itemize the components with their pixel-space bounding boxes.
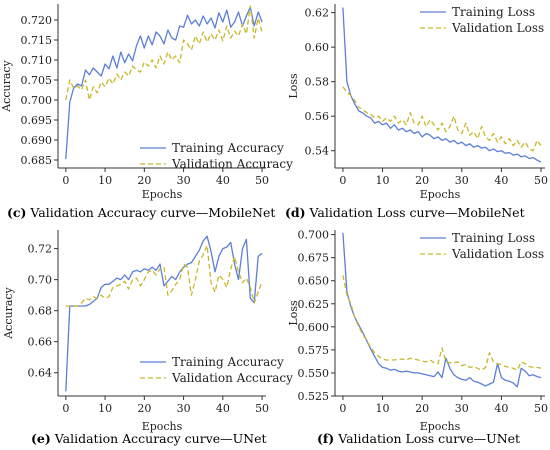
y-tick-label: 0.700 bbox=[21, 94, 53, 107]
y-tick-label: 0.56 bbox=[305, 110, 330, 123]
y-tick-label: 0.710 bbox=[21, 54, 53, 67]
x-tick-label: 20 bbox=[137, 174, 151, 187]
x-tick-label: 30 bbox=[455, 174, 469, 187]
caption-f-text: Validation Loss curve—UNet bbox=[334, 431, 520, 446]
training-series-line bbox=[65, 235, 263, 392]
legend-label: Validation Accuracy bbox=[171, 371, 293, 385]
caption-e-text: Validation Accuracy curve—UNet bbox=[51, 431, 267, 446]
x-tick-label: 0 bbox=[62, 174, 69, 187]
y-tick-label: 0.66 bbox=[28, 336, 53, 349]
y-tick-label: 0.715 bbox=[21, 34, 53, 47]
x-tick-label: 20 bbox=[415, 174, 429, 187]
training-series-line bbox=[342, 232, 542, 388]
y-tick-label: 0.72 bbox=[28, 243, 53, 256]
x-tick-label: 30 bbox=[177, 174, 191, 187]
x-tick-label: 0 bbox=[339, 174, 346, 187]
y-tick-label: 0.58 bbox=[305, 76, 330, 89]
y-tick-label: 0.690 bbox=[21, 134, 53, 147]
x-tick-label: 20 bbox=[137, 402, 151, 415]
x-tick-label: 50 bbox=[255, 174, 269, 187]
legend-label: Validation Loss bbox=[451, 247, 544, 261]
caption-c-tag: (c) bbox=[7, 205, 26, 220]
y-tick-label: 0.695 bbox=[21, 114, 53, 127]
caption-c: (c) Validation Accuracy curve—MobileNet bbox=[7, 205, 275, 220]
y-tick-label: 0.685 bbox=[21, 154, 53, 167]
x-axis-label: Epochs bbox=[420, 420, 461, 433]
legend-label: Training Accuracy bbox=[172, 141, 284, 155]
y-tick-label: 0.550 bbox=[298, 367, 330, 380]
x-tick-label: 50 bbox=[534, 402, 548, 415]
x-tick-label: 20 bbox=[415, 402, 429, 415]
x-tick-label: 30 bbox=[455, 402, 469, 415]
validation-series-line bbox=[65, 244, 263, 307]
legend-label: Training Loss bbox=[452, 5, 535, 19]
legend-label: Training Accuracy bbox=[172, 355, 284, 369]
validation-series-line bbox=[65, 5, 263, 101]
y-tick-label: 0.60 bbox=[305, 41, 330, 54]
y-axis-label: Accuracy bbox=[0, 59, 13, 112]
caption-d-tag: (d) bbox=[285, 205, 306, 220]
x-tick-label: 10 bbox=[98, 402, 112, 415]
x-tick-label: 40 bbox=[216, 402, 230, 415]
y-axis-label: Loss bbox=[287, 73, 300, 99]
caption-e: (e) Validation Accuracy curve—UNet bbox=[31, 431, 267, 446]
panel-f-unet-loss: 0.525 0.550 0.575 0.600 0.625 0.650 0.675 0.700… bbox=[287, 229, 548, 433]
panel-d-mobilenet-loss: 0.54 0.56 0.58 0.60 0.62 0 10 20 30 40 50 Epochs Los… bbox=[287, 4, 548, 201]
x-tick-label: 0 bbox=[339, 402, 346, 415]
caption-e-tag: (e) bbox=[31, 431, 51, 446]
x-tick-label: 50 bbox=[534, 174, 548, 187]
caption-f-tag: (f) bbox=[317, 431, 334, 446]
y-tick-label: 0.54 bbox=[305, 145, 330, 158]
caption-d: (d) Validation Loss curve—MobileNet bbox=[285, 205, 525, 220]
training-series-line bbox=[342, 7, 542, 163]
caption-d-text: Validation Loss curve—MobileNet bbox=[306, 205, 525, 220]
x-tick-label: 10 bbox=[376, 402, 390, 415]
panel-c-mobilenet-accuracy: 0.685 0.690 0.695 0.700 0.705 0.710 0.715 0.720… bbox=[0, 4, 293, 201]
x-tick-label: 40 bbox=[494, 402, 508, 415]
legend-label: Training Loss bbox=[452, 231, 535, 245]
x-tick-label: 30 bbox=[177, 402, 191, 415]
x-tick-label: 0 bbox=[62, 402, 69, 415]
legend-label: Validation Accuracy bbox=[171, 157, 293, 171]
y-tick-label: 0.70 bbox=[28, 274, 53, 287]
x-axis-label: Epochs bbox=[142, 420, 183, 433]
y-axis-label: Loss bbox=[287, 300, 300, 326]
y-tick-label: 0.68 bbox=[28, 305, 53, 318]
y-tick-label: 0.62 bbox=[305, 7, 330, 20]
validation-series-line bbox=[342, 275, 542, 371]
y-tick-label: 0.525 bbox=[298, 390, 330, 403]
y-axis-label: Accuracy bbox=[2, 286, 15, 339]
training-series-line bbox=[65, 6, 263, 160]
x-tick-label: 10 bbox=[98, 174, 112, 187]
caption-f: (f) Validation Loss curve—UNet bbox=[317, 431, 520, 446]
x-axis-label: Epochs bbox=[420, 188, 461, 201]
x-tick-label: 40 bbox=[494, 174, 508, 187]
x-tick-label: 10 bbox=[376, 174, 390, 187]
validation-series-line bbox=[342, 86, 542, 152]
y-tick-label: 0.705 bbox=[21, 74, 53, 87]
y-tick-label: 0.600 bbox=[298, 321, 330, 334]
y-tick-label: 0.720 bbox=[21, 14, 53, 27]
x-axis-label: Epochs bbox=[142, 188, 183, 201]
y-tick-label: 0.575 bbox=[298, 344, 330, 357]
y-tick-label: 0.650 bbox=[298, 275, 330, 288]
y-tick-label: 0.700 bbox=[298, 229, 330, 242]
y-tick-label: 0.675 bbox=[298, 252, 330, 265]
y-tick-label: 0.64 bbox=[28, 367, 53, 380]
x-tick-label: 40 bbox=[216, 174, 230, 187]
panel-e-unet-accuracy: 0.64 0.66 0.68 0.70 0.72 0 10 20 30 40 50 Epochs Acc… bbox=[2, 230, 293, 433]
x-tick-label: 50 bbox=[255, 402, 269, 415]
y-tick-label: 0.625 bbox=[298, 298, 330, 311]
caption-c-text: Validation Accuracy curve—MobileNet bbox=[26, 205, 275, 220]
legend-label: Validation Loss bbox=[451, 21, 544, 35]
